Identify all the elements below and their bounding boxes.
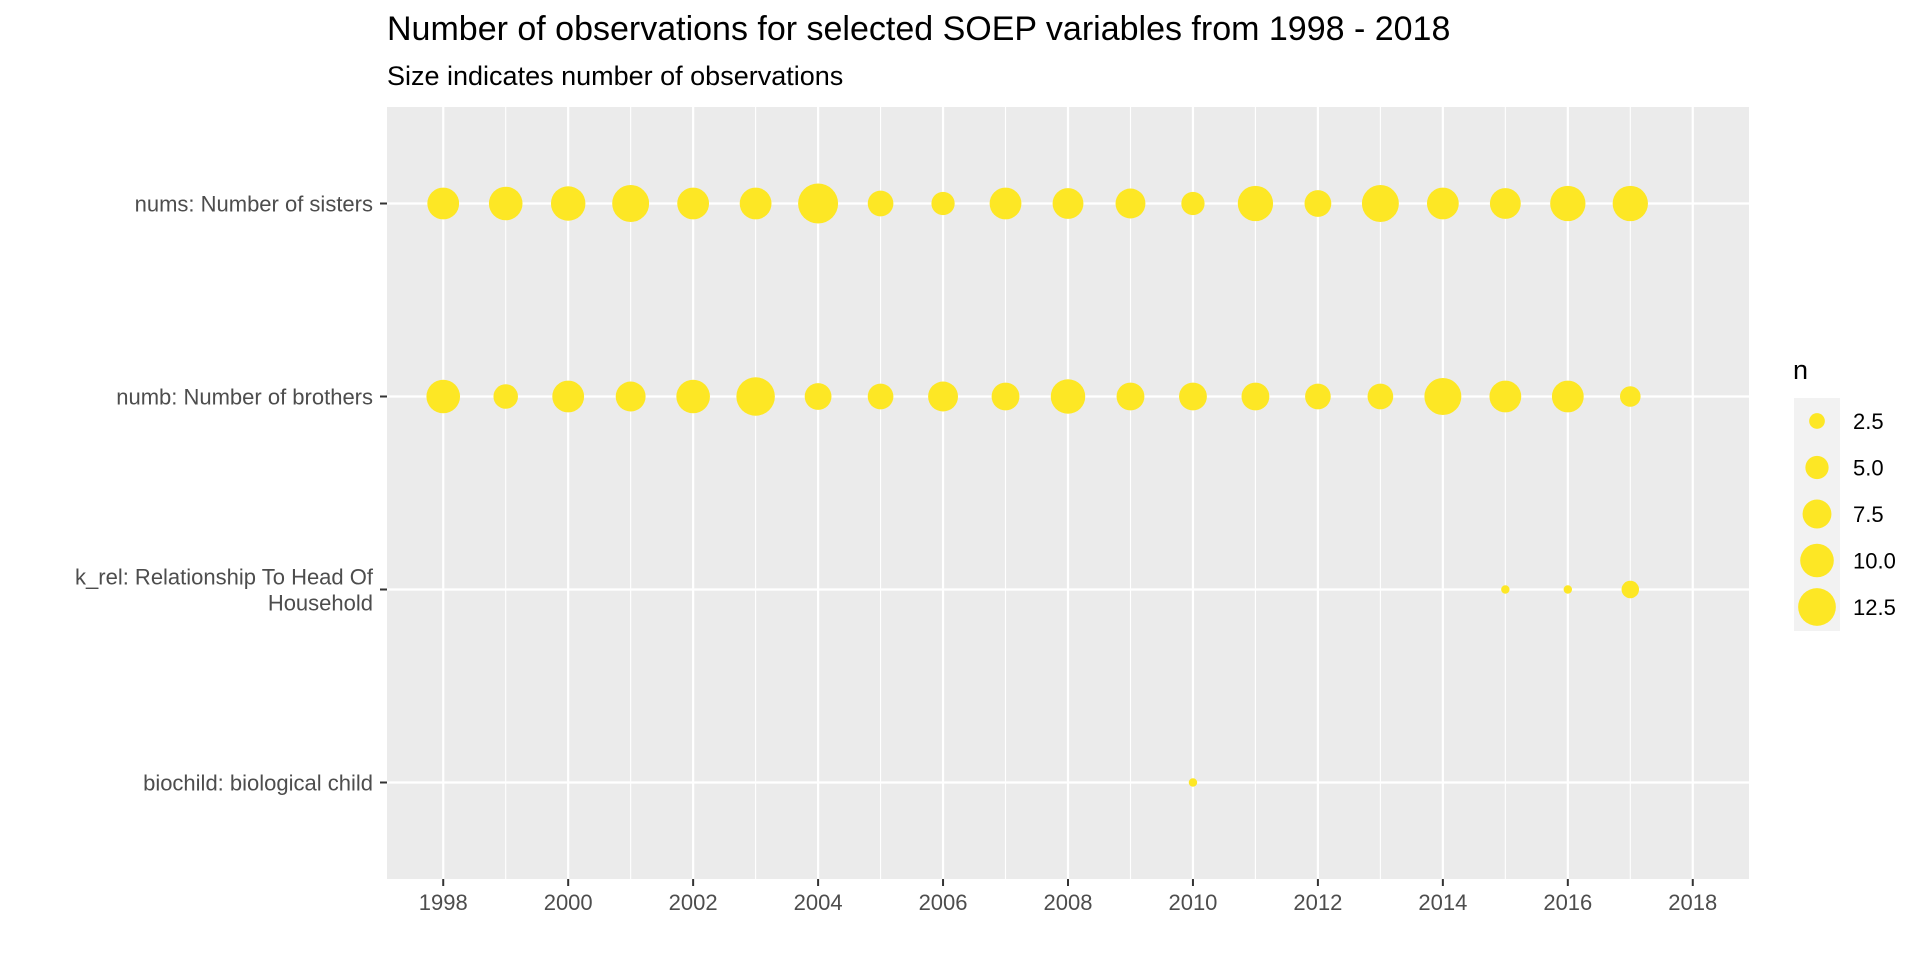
- legend-label: 12.5: [1853, 595, 1896, 620]
- legend-key: [1802, 499, 1832, 529]
- x-tick-label: 1998: [419, 890, 468, 915]
- data-point: [1489, 380, 1522, 413]
- legend: n 2.5 5.0 7.5 10.0 12.5: [1793, 355, 1896, 631]
- data-point: [736, 377, 775, 416]
- data-point: [1050, 379, 1086, 414]
- chart-subtitle: Size indicates number of observations: [387, 61, 843, 91]
- data-point: [1620, 386, 1641, 407]
- x-tick-label: 2000: [544, 890, 593, 915]
- legend-key: [1809, 413, 1825, 429]
- legend-label: 5.0: [1853, 456, 1884, 481]
- data-points: [426, 183, 1648, 787]
- data-point: [1550, 185, 1586, 222]
- data-point: [991, 382, 1020, 411]
- data-point: [493, 384, 518, 409]
- grid-minor: [505, 107, 1631, 879]
- x-tick-label: 2004: [794, 890, 843, 915]
- x-tick-label: 2010: [1168, 890, 1217, 915]
- data-point: [615, 381, 646, 412]
- data-point: [1501, 585, 1510, 594]
- data-point: [1424, 378, 1462, 415]
- data-point: [867, 383, 894, 410]
- data-point: [426, 379, 461, 414]
- data-point: [1361, 185, 1399, 222]
- y-tick-label: nums: Number of sisters: [135, 192, 373, 217]
- data-point: [1188, 778, 1198, 787]
- data-point: [931, 191, 955, 216]
- data-point: [488, 186, 523, 221]
- data-point: [867, 190, 894, 217]
- y-tick-label: numb: Number of brothers: [116, 385, 373, 410]
- data-point: [1304, 190, 1332, 217]
- data-point: [1052, 188, 1084, 219]
- data-point: [1621, 580, 1640, 599]
- x-tick-label: 2014: [1418, 890, 1467, 915]
- data-point: [928, 381, 958, 412]
- data-point: [1179, 382, 1207, 411]
- data-point: [739, 187, 772, 220]
- x-tick-label: 2018: [1668, 890, 1717, 915]
- data-point: [677, 187, 710, 220]
- data-point: [1563, 585, 1573, 594]
- x-axis: 1998 2000 2002 2004 2006 2008 2010 2012 2014 2016…: [419, 879, 1717, 915]
- data-point: [1367, 383, 1394, 410]
- data-point: [550, 186, 586, 221]
- x-tick-label: 2006: [919, 890, 968, 915]
- x-tick-label: 2002: [669, 890, 718, 915]
- data-point: [1612, 185, 1648, 222]
- data-point: [552, 380, 585, 413]
- legend-items: 2.5 5.0 7.5 10.0 12.5: [1798, 409, 1896, 626]
- legend-title: n: [1793, 355, 1808, 385]
- y-axis: biochild: biological child k_rel: Relatio…: [75, 192, 387, 796]
- data-point: [1426, 187, 1459, 220]
- legend-key: [1805, 455, 1829, 480]
- legend-label: 7.5: [1853, 502, 1884, 527]
- data-point: [612, 185, 650, 222]
- legend-key: [1800, 543, 1834, 578]
- y-tick-label: biochild: biological child: [143, 771, 373, 796]
- legend-label: 10.0: [1853, 549, 1896, 574]
- x-tick-label: 2012: [1293, 890, 1342, 915]
- y-tick-label: k_rel: Relationship To Head Of: [75, 565, 374, 590]
- data-point: [1116, 382, 1145, 411]
- data-point: [798, 183, 839, 224]
- data-point: [1551, 380, 1584, 413]
- data-point: [1305, 383, 1331, 410]
- data-point: [804, 383, 832, 410]
- data-point: [1181, 191, 1205, 216]
- data-point: [989, 187, 1022, 220]
- data-point: [1241, 382, 1270, 411]
- x-tick-label: 2016: [1543, 890, 1592, 915]
- data-point: [1237, 185, 1274, 222]
- x-tick-label: 2008: [1044, 890, 1093, 915]
- legend-key: [1798, 588, 1836, 626]
- y-tick-label: Household: [268, 591, 373, 616]
- chart-title: Number of observations for selected SOEP…: [387, 10, 1450, 48]
- data-point: [1489, 188, 1521, 219]
- data-point: [1115, 188, 1146, 219]
- data-point: [427, 187, 460, 220]
- data-point: [676, 379, 710, 414]
- legend-label: 2.5: [1853, 409, 1884, 434]
